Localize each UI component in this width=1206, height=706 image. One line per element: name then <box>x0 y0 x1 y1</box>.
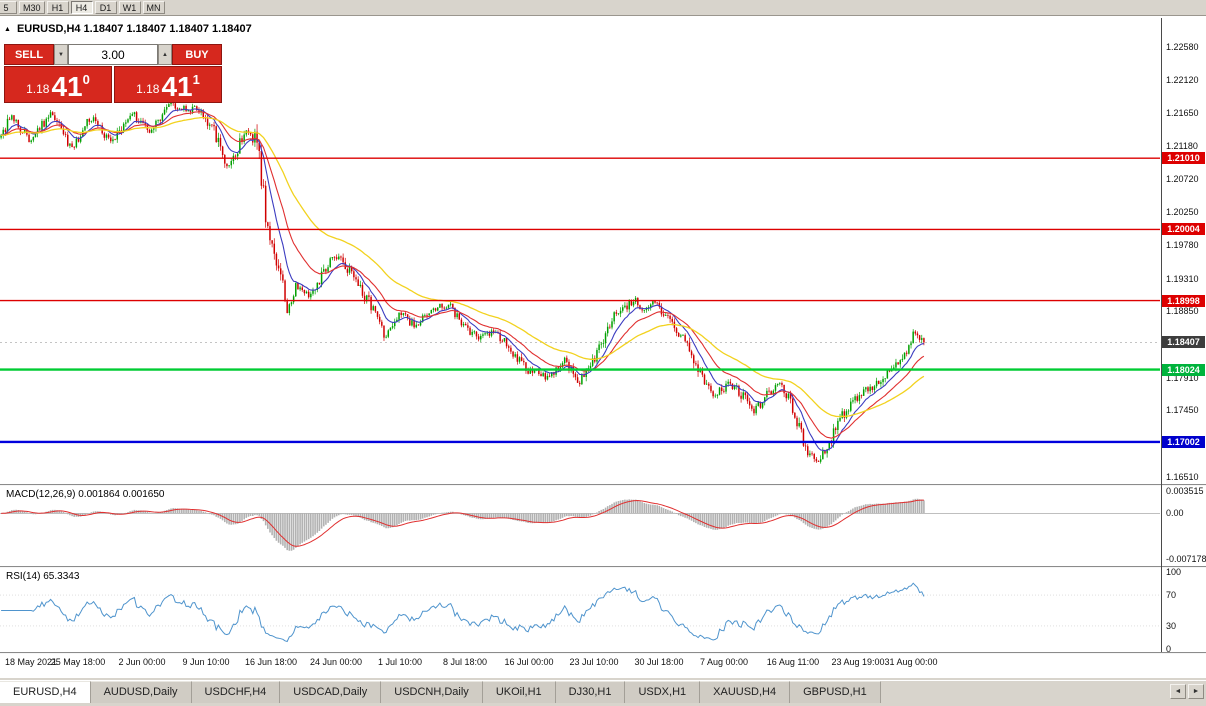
buy-price-display[interactable]: 1.18 41 1 <box>114 66 222 103</box>
price-line-badge: 1.21010 <box>1162 152 1205 165</box>
timeframe-button-M30[interactable]: M30 <box>19 1 45 14</box>
chart-tab-EURUSD-H4[interactable]: EURUSD,H4 <box>0 681 91 703</box>
price-scale-label: 1.19310 <box>1166 273 1199 284</box>
rsi-scale-label: 0 <box>1166 644 1172 654</box>
price-scale-separator <box>1161 18 1162 652</box>
chart-title-text: EURUSD,H4 1.18407 1.18407 1.18407 1.1840… <box>16 23 252 35</box>
sell-price-display[interactable]: 1.18 41 0 <box>4 66 112 103</box>
time-axis-label: 2 Jun 00:00 <box>118 657 166 667</box>
macd-scale-label: 0.00 <box>1166 508 1184 519</box>
sell-button[interactable]: SELL <box>4 44 54 65</box>
volume-decrease-button[interactable]: ▼ <box>54 44 68 65</box>
volume-increase-button[interactable]: ▲ <box>158 44 172 65</box>
time-axis-label: 31 Aug 00:00 <box>884 657 938 667</box>
chart-tab-USDCHF-H4[interactable]: USDCHF,H4 <box>191 681 281 703</box>
buy-button[interactable]: BUY <box>172 44 222 65</box>
timeframe-button-5[interactable]: 5 <box>0 1 17 14</box>
macd-scale-label: -0.007178 <box>1166 554 1206 564</box>
price-scale-label: 1.16510 <box>1166 471 1199 482</box>
time-axis-label: 30 Jul 18:00 <box>634 657 684 667</box>
rsi-indicator-panel[interactable] <box>0 568 1160 652</box>
tab-scroll-left-button[interactable]: ◄ <box>1170 684 1186 699</box>
time-axis-label: 9 Jun 10:00 <box>182 657 230 667</box>
time-axis-label: 7 Aug 00:00 <box>699 657 749 667</box>
buy-price-sup: 1 <box>192 72 200 87</box>
panel-divider <box>0 652 1206 653</box>
price-line-badge: 1.17002 <box>1162 435 1205 448</box>
buy-price-prefix: 1.18 <box>136 82 160 96</box>
rsi-scale-label: 70 <box>1166 590 1177 601</box>
price-scale-label: 1.20720 <box>1166 173 1199 184</box>
time-axis-label: 16 Jun 18:00 <box>244 657 298 667</box>
chart-window: ▲ EURUSD,H4 1.18407 1.18407 1.18407 1.18… <box>0 16 1206 680</box>
price-line-badge: 1.20004 <box>1162 223 1205 236</box>
price-scale-label: 1.18850 <box>1166 306 1199 317</box>
macd-label: MACD(12,26,9) 0.001864 0.001650 <box>6 489 165 500</box>
price-scale-label: 1.19780 <box>1166 240 1199 251</box>
time-axis-label: 23 Aug 19:00 <box>831 657 885 667</box>
time-axis-label: 23 Jul 10:00 <box>569 657 619 667</box>
price-scale-label: 1.22120 <box>1166 74 1199 85</box>
time-axis-label: 1 Jul 10:00 <box>377 657 423 667</box>
collapse-chart-icon[interactable]: ▲ <box>4 25 11 33</box>
timeframe-button-H1[interactable]: H1 <box>46 1 69 14</box>
chart-tab-AUDUSD-Daily[interactable]: AUDUSD,Daily <box>90 681 192 703</box>
timeframe-button-D1[interactable]: D1 <box>94 1 117 14</box>
time-axis-label: 16 Aug 11:00 <box>766 657 820 667</box>
macd-indicator-panel[interactable] <box>0 486 1160 566</box>
price-chart[interactable] <box>0 18 1160 484</box>
window-bottom-border <box>0 678 1206 680</box>
chart-tab-XAUUSD-H4[interactable]: XAUUSD,H4 <box>700 681 791 703</box>
time-axis-label: 8 Jul 18:00 <box>442 657 488 667</box>
macd-scale-label: 0.003515 <box>1166 486 1204 496</box>
time-axis-label: 25 May 18:00 <box>50 657 106 667</box>
price-line-badge: 1.18998 <box>1162 294 1205 307</box>
tab-scroll-right-button[interactable]: ► <box>1188 684 1204 699</box>
rsi-scale-label: 30 <box>1166 620 1177 631</box>
timeframe-button-W1[interactable]: W1 <box>118 1 141 14</box>
price-line-badge: 1.18407 <box>1162 336 1205 349</box>
sell-price-prefix: 1.18 <box>26 82 50 96</box>
time-axis-label: 16 Jul 00:00 <box>504 657 554 667</box>
timeframe-button-H4[interactable]: H4 <box>70 1 93 14</box>
price-scale-label: 1.17450 <box>1166 405 1199 416</box>
sell-price-sup: 0 <box>82 72 90 87</box>
volume-input[interactable] <box>68 44 158 65</box>
chart-title: ▲ EURUSD,H4 1.18407 1.18407 1.18407 1.18… <box>4 23 252 35</box>
chart-tab-USDCNH-Daily[interactable]: USDCNH,Daily <box>381 681 483 703</box>
rsi-scale-label: 100 <box>1166 567 1182 577</box>
price-scale-label: 1.20250 <box>1166 206 1199 217</box>
buy-price-big: 41 <box>161 71 193 102</box>
price-scale-label: 1.22580 <box>1166 42 1199 52</box>
rsi-label: RSI(14) 65.3343 <box>6 571 80 582</box>
price-scale-label: 1.21180 <box>1166 141 1198 152</box>
panel-divider[interactable] <box>0 566 1206 567</box>
timeframe-button-MN[interactable]: MN <box>142 1 165 14</box>
chart-tab-USDCAD-Daily[interactable]: USDCAD,Daily <box>280 681 382 703</box>
panel-divider[interactable] <box>0 484 1206 485</box>
chart-tab-GBPUSD-H1[interactable]: GBPUSD,H1 <box>790 681 881 703</box>
chart-tabs-bar: EURUSD,H4 AUDUSD,Daily USDCHF,H4 USDCAD,Dai… <box>0 680 1206 703</box>
price-line-badge: 1.18024 <box>1162 363 1205 376</box>
price-scale-label: 1.21650 <box>1166 107 1199 118</box>
time-axis-label: 24 Jun 00:00 <box>309 657 363 667</box>
chart-tab-USDX-H1[interactable]: USDX,H1 <box>625 681 701 703</box>
chart-tab-UKOil-H1[interactable]: UKOil,H1 <box>482 681 556 703</box>
sell-price-big: 41 <box>51 71 83 102</box>
chart-tab-DJ30-H1[interactable]: DJ30,H1 <box>555 681 626 703</box>
price-scale-label: 1.17910 <box>1166 372 1199 383</box>
tab-scroll-controls: ◄ ► <box>1170 684 1204 699</box>
time-axis-label: 18 May 2021 <box>4 657 58 667</box>
timeframe-toolbar: 5 M30 H1 H4 D1 W1 MN <box>0 0 1206 16</box>
